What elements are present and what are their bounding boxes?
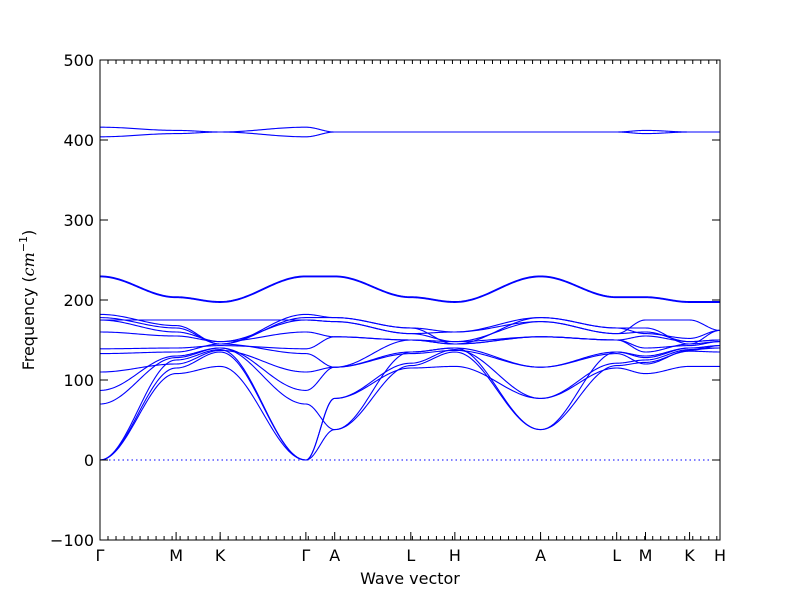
x-tick-label: L [612, 546, 621, 565]
x-tick-label: H [449, 546, 461, 565]
minor-ticks [99, 60, 718, 540]
x-tick-label: M [169, 546, 183, 565]
x-axis-label: Wave vector [360, 569, 460, 588]
y-tick-label: 400 [63, 131, 94, 150]
y-axis-label: Frequency (cm−1) [17, 230, 38, 371]
band-4 [99, 347, 720, 431]
band-lines [99, 126, 721, 461]
y-axis-label-text: Frequency ( [19, 276, 38, 370]
y-tick-label: 200 [63, 291, 94, 310]
band-11 [100, 319, 721, 335]
band-6 [99, 345, 721, 373]
x-tick-label: H [714, 546, 726, 565]
y-axis-label-exponent: −1 [17, 236, 30, 252]
plot-frame [99, 59, 721, 541]
band-13 [99, 313, 721, 345]
band-14 [99, 276, 720, 303]
band-16 [100, 131, 720, 138]
band-1 [99, 350, 720, 461]
x-tick-label: M [639, 546, 653, 565]
band-5 [99, 345, 720, 391]
y-axis-label-unit: cm [19, 252, 38, 276]
y-tick-label: 100 [63, 371, 94, 390]
x-tick-label: Γ [96, 546, 105, 565]
y-tick-label: 0 [84, 451, 94, 470]
x-tick-label: K [215, 546, 226, 565]
x-tick-label: L [406, 546, 415, 565]
x-tick-label: A [329, 546, 340, 565]
band-8 [100, 336, 721, 350]
y-tick-label: 300 [63, 211, 94, 230]
band-17 [100, 126, 720, 133]
band-2 [99, 365, 720, 461]
x-tick-label: A [535, 546, 546, 565]
x-tick-label: Γ [301, 546, 310, 565]
y-tick-labels: −100 0 100 200 300 400 500 [50, 51, 94, 550]
y-tick-label: −100 [50, 531, 94, 550]
band-3 [99, 347, 720, 461]
y-axis-label-close: ) [19, 230, 38, 236]
band-15 [99, 275, 720, 303]
x-tick-label: K [684, 546, 695, 565]
band-10 [99, 319, 720, 343]
y-tick-label: 500 [63, 51, 94, 70]
